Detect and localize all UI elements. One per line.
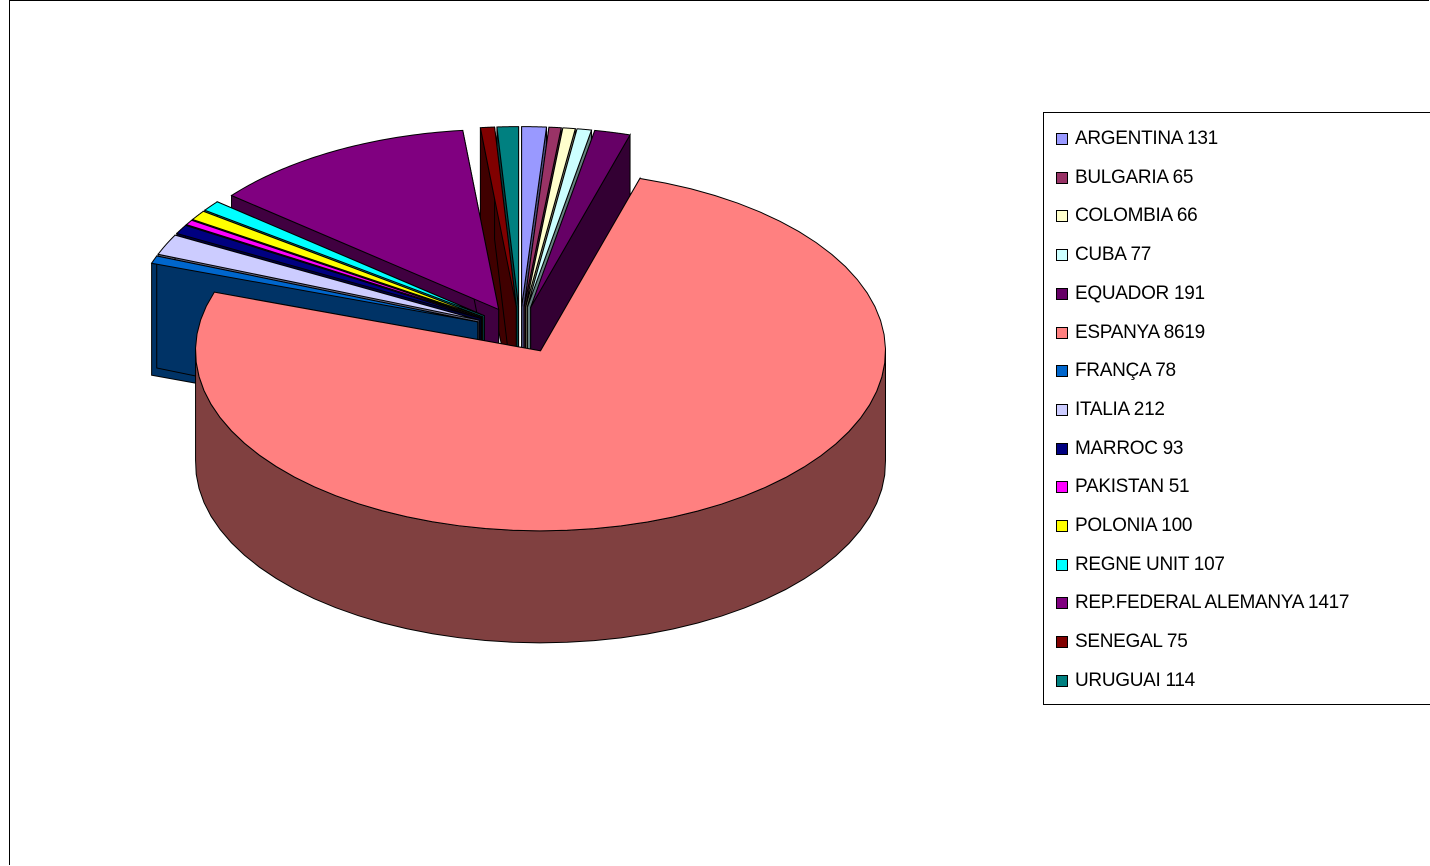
legend-label: ITALIA 212 [1075,398,1165,420]
legend-label: PAKISTAN 51 [1075,476,1190,498]
legend-label: URUGUAI 114 [1075,669,1195,691]
legend-item: COLOMBIA 66 [1056,205,1198,227]
legend-item: POLONIA 100 [1056,515,1193,536]
legend-swatch [1056,558,1068,571]
legend-label: ESPANYA 8619 [1075,321,1205,343]
legend-swatch [1056,287,1068,300]
legend-label: COLOMBIA 66 [1075,205,1198,227]
pie-slice-espanya-8619 [195,176,886,644]
legend-item: ITALIA 212 [1056,398,1165,420]
legend-swatch [1056,442,1068,455]
chart-legend: ARGENTINA 131 BULGARIA 65 COLOMBIA 66 CUBA … [1043,112,1430,705]
legend-swatch [1056,365,1068,378]
legend-item: ARGENTINA 131 [1056,128,1218,149]
legend-label: REGNE UNIT 107 [1075,553,1225,575]
chart-area [9,0,1429,865]
legend-swatch [1056,249,1068,262]
legend-swatch [1056,210,1068,223]
legend-label: CUBA 77 [1075,244,1152,266]
legend-item: URUGUAI 114 [1056,669,1195,691]
legend-swatch [1056,520,1068,532]
legend-item: PAKISTAN 51 [1056,476,1190,498]
legend-swatch [1056,133,1068,145]
legend-label: BULGARIA 65 [1075,166,1194,188]
legend-item: REGNE UNIT 107 [1056,553,1225,575]
legend-item: ESPANYA 8619 [1056,321,1205,343]
legend-swatch [1056,171,1068,184]
legend-label: MARROC 93 [1075,437,1184,459]
legend-label: SENEGAL 75 [1075,631,1188,653]
legend-item: EQUADOR 191 [1056,282,1205,304]
legend-item: BULGARIA 65 [1056,166,1194,188]
legend-swatch [1056,403,1068,416]
legend-label: POLONIA 100 [1075,515,1193,536]
legend-item: SENEGAL 75 [1056,631,1188,653]
legend-item: CUBA 77 [1056,244,1152,266]
legend-swatch [1056,674,1068,687]
legend-label: ARGENTINA 131 [1075,128,1218,149]
legend-label: FRANÇA 78 [1075,360,1176,382]
legend-item: MARROC 93 [1056,437,1184,459]
legend-item: REP.FEDERAL ALEMANYA 1417 [1056,592,1350,614]
legend-swatch [1056,636,1068,649]
legend-label: EQUADOR 191 [1075,282,1205,304]
legend-swatch [1056,326,1068,339]
legend-label: REP.FEDERAL ALEMANYA 1417 [1075,592,1350,614]
legend-swatch [1056,481,1068,494]
legend-item: FRANÇA 78 [1056,360,1176,382]
legend-swatch [1056,597,1068,610]
